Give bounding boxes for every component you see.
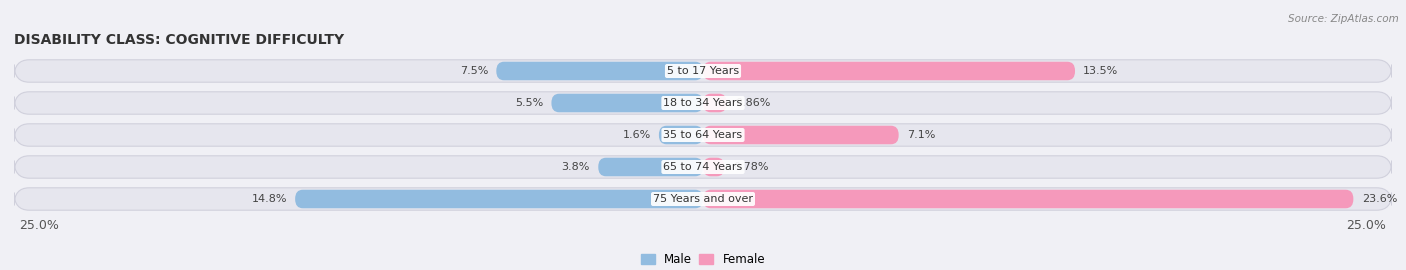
FancyBboxPatch shape [703,94,727,112]
FancyBboxPatch shape [659,126,703,144]
Text: 14.8%: 14.8% [252,194,287,204]
FancyBboxPatch shape [295,190,703,208]
FancyBboxPatch shape [14,124,1392,146]
FancyBboxPatch shape [551,94,703,112]
Text: 7.1%: 7.1% [907,130,935,140]
FancyBboxPatch shape [14,92,1392,114]
Text: Source: ZipAtlas.com: Source: ZipAtlas.com [1288,14,1399,23]
Text: 13.5%: 13.5% [1083,66,1119,76]
Text: 5.5%: 5.5% [515,98,543,108]
Text: 25.0%: 25.0% [1347,219,1386,232]
FancyBboxPatch shape [496,62,703,80]
Text: 23.6%: 23.6% [1361,194,1398,204]
FancyBboxPatch shape [703,158,724,176]
Text: 3.8%: 3.8% [561,162,591,172]
FancyBboxPatch shape [599,158,703,176]
FancyBboxPatch shape [703,62,1076,80]
Text: 5 to 17 Years: 5 to 17 Years [666,66,740,76]
Text: 35 to 64 Years: 35 to 64 Years [664,130,742,140]
Text: 25.0%: 25.0% [20,219,59,232]
Text: 18 to 34 Years: 18 to 34 Years [664,98,742,108]
Text: 0.78%: 0.78% [733,162,768,172]
Text: 0.86%: 0.86% [735,98,770,108]
FancyBboxPatch shape [14,60,1392,82]
Text: 7.5%: 7.5% [460,66,488,76]
Text: 65 to 74 Years: 65 to 74 Years [664,162,742,172]
Text: 1.6%: 1.6% [623,130,651,140]
FancyBboxPatch shape [703,190,1354,208]
Legend: Male, Female: Male, Female [636,248,770,270]
FancyBboxPatch shape [703,126,898,144]
FancyBboxPatch shape [14,188,1392,210]
Text: DISABILITY CLASS: COGNITIVE DIFFICULTY: DISABILITY CLASS: COGNITIVE DIFFICULTY [14,33,344,47]
Text: 75 Years and over: 75 Years and over [652,194,754,204]
FancyBboxPatch shape [14,156,1392,178]
